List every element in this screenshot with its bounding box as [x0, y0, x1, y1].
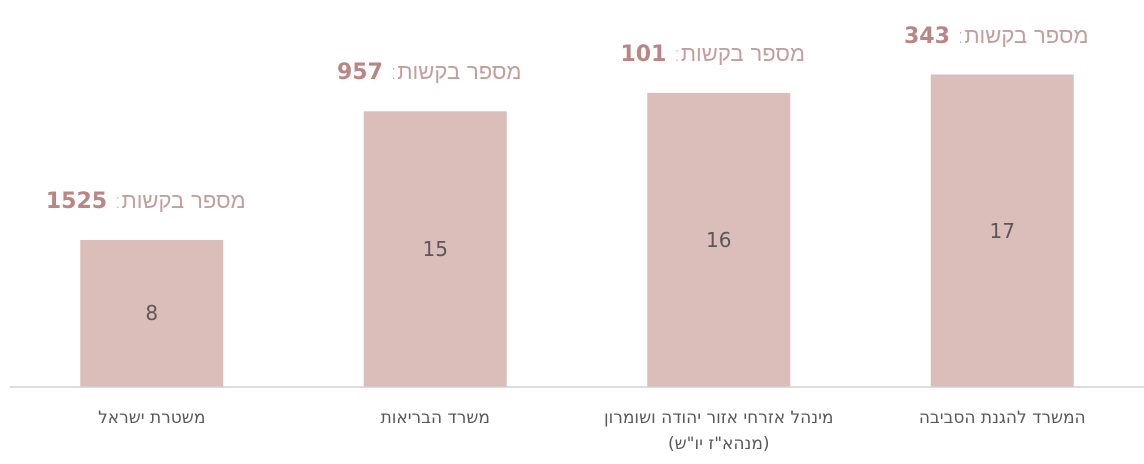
- request-count: 957: [336, 60, 383, 86]
- request-annotation: מספר בקשות: 101: [620, 41, 805, 67]
- value-label: 8: [145, 301, 159, 326]
- request-annotation: מספר בקשות: 957: [337, 59, 522, 85]
- request-count: 1525: [45, 188, 108, 214]
- value-label: 17: [989, 218, 1015, 243]
- bar: [80, 239, 224, 387]
- annotation-label: מספר בקשות:: [389, 60, 522, 86]
- annotation-label: מספר בקשות:: [114, 188, 246, 214]
- x-tick-label: המשרד להגנת הסביבה: [918, 408, 1086, 428]
- x-tick-label: משטרת ישראל: [98, 408, 206, 428]
- value-label: 16: [706, 227, 732, 252]
- request-count: 343: [903, 23, 950, 49]
- value-label: 15: [422, 237, 448, 262]
- annotation-label: מספר בקשות:: [673, 41, 806, 67]
- bar: [647, 92, 791, 388]
- request-annotation: מספר בקשות: 343: [904, 23, 1089, 49]
- bar: [930, 74, 1074, 388]
- x-tick-label: משרד הבריאות: [380, 408, 490, 428]
- request-count: 101: [620, 41, 667, 67]
- request-annotation: מספר בקשות: 1525: [46, 188, 246, 214]
- annotation-label: מספר בקשות:: [956, 23, 1089, 49]
- x-tick-label: מינהל אזרחי אזור יהודה ושומרון (מנהא"ז י…: [604, 408, 834, 454]
- bar: [363, 111, 507, 388]
